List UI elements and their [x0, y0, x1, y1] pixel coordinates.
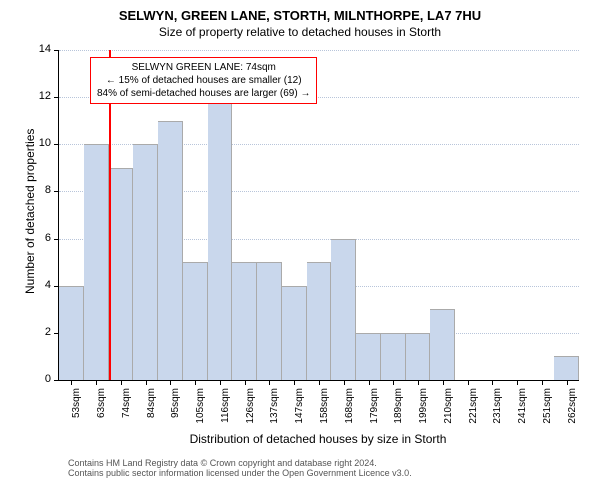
x-tick: [319, 380, 320, 385]
bar: [232, 262, 257, 380]
x-tick-label: 231sqm: [492, 388, 503, 428]
chart-subtitle: Size of property relative to detached ho…: [0, 25, 600, 39]
x-tick: [195, 380, 196, 385]
x-tick-label: 63sqm: [96, 388, 107, 428]
x-tick-label: 158sqm: [319, 388, 330, 428]
x-tick: [393, 380, 394, 385]
x-tick: [567, 380, 568, 385]
bar: [430, 309, 455, 380]
annotation-line1: SELWYN GREEN LANE: 74sqm: [97, 61, 310, 74]
bar: [109, 168, 134, 380]
bar: [381, 333, 406, 380]
bar: [406, 333, 431, 380]
bar: [84, 144, 109, 380]
x-tick-label: 262sqm: [567, 388, 578, 428]
x-tick-label: 74sqm: [121, 388, 132, 428]
annotation-line3: 84% of semi-detached houses are larger (…: [97, 87, 310, 100]
x-tick: [294, 380, 295, 385]
x-tick: [269, 380, 270, 385]
x-tick-label: 189sqm: [393, 388, 404, 428]
bar: [331, 239, 356, 380]
x-tick: [492, 380, 493, 385]
footer: Contains HM Land Registry data © Crown c…: [68, 458, 412, 478]
bar: [307, 262, 332, 380]
x-tick: [443, 380, 444, 385]
x-tick-label: 126sqm: [245, 388, 256, 428]
y-tick: [54, 50, 59, 51]
x-axis-title: Distribution of detached houses by size …: [58, 432, 578, 446]
x-tick-label: 147sqm: [294, 388, 305, 428]
y-tick-label: 12: [31, 90, 51, 102]
y-axis-title: Number of detached properties: [23, 134, 37, 294]
x-tick-label: 221sqm: [468, 388, 479, 428]
x-tick: [71, 380, 72, 385]
footer-line1: Contains HM Land Registry data © Crown c…: [68, 458, 412, 468]
y-tick-label: 14: [31, 43, 51, 55]
x-tick: [146, 380, 147, 385]
y-tick: [54, 239, 59, 240]
x-tick-label: 137sqm: [269, 388, 280, 428]
y-tick-label: 0: [31, 373, 51, 385]
bar: [282, 286, 307, 380]
x-tick-label: 251sqm: [542, 388, 553, 428]
annotation-line2: ← 15% of detached houses are smaller (12…: [97, 74, 310, 87]
y-tick: [54, 144, 59, 145]
x-tick-label: 105sqm: [195, 388, 206, 428]
x-tick: [245, 380, 246, 385]
x-tick-label: 116sqm: [220, 388, 231, 428]
x-tick-label: 199sqm: [418, 388, 429, 428]
x-tick-label: 210sqm: [443, 388, 454, 428]
y-tick: [54, 97, 59, 98]
y-tick: [54, 191, 59, 192]
chart: SELWYN, GREEN LANE, STORTH, MILNTHORPE, …: [0, 8, 600, 39]
chart-title: SELWYN, GREEN LANE, STORTH, MILNTHORPE, …: [0, 8, 600, 23]
x-tick-label: 53sqm: [71, 388, 82, 428]
annotation-box: SELWYN GREEN LANE: 74sqm ← 15% of detach…: [90, 57, 317, 104]
x-tick-label: 168sqm: [344, 388, 355, 428]
x-tick: [170, 380, 171, 385]
x-tick-label: 95sqm: [170, 388, 181, 428]
grid-line: [59, 50, 579, 51]
x-tick: [369, 380, 370, 385]
x-tick: [220, 380, 221, 385]
footer-line2: Contains public sector information licen…: [68, 468, 412, 478]
x-tick: [344, 380, 345, 385]
x-tick: [542, 380, 543, 385]
y-tick: [54, 380, 59, 381]
bar: [183, 262, 208, 380]
bar: [356, 333, 381, 380]
x-tick: [517, 380, 518, 385]
bar: [208, 97, 233, 380]
bar: [59, 286, 84, 380]
x-tick-label: 241sqm: [517, 388, 528, 428]
x-tick-label: 84sqm: [146, 388, 157, 428]
x-tick: [121, 380, 122, 385]
bar: [133, 144, 158, 380]
x-tick-label: 179sqm: [369, 388, 380, 428]
bar: [554, 356, 579, 380]
bar: [257, 262, 282, 380]
bar: [158, 121, 183, 380]
x-tick: [418, 380, 419, 385]
y-tick-label: 2: [31, 326, 51, 338]
x-tick: [468, 380, 469, 385]
x-tick: [96, 380, 97, 385]
